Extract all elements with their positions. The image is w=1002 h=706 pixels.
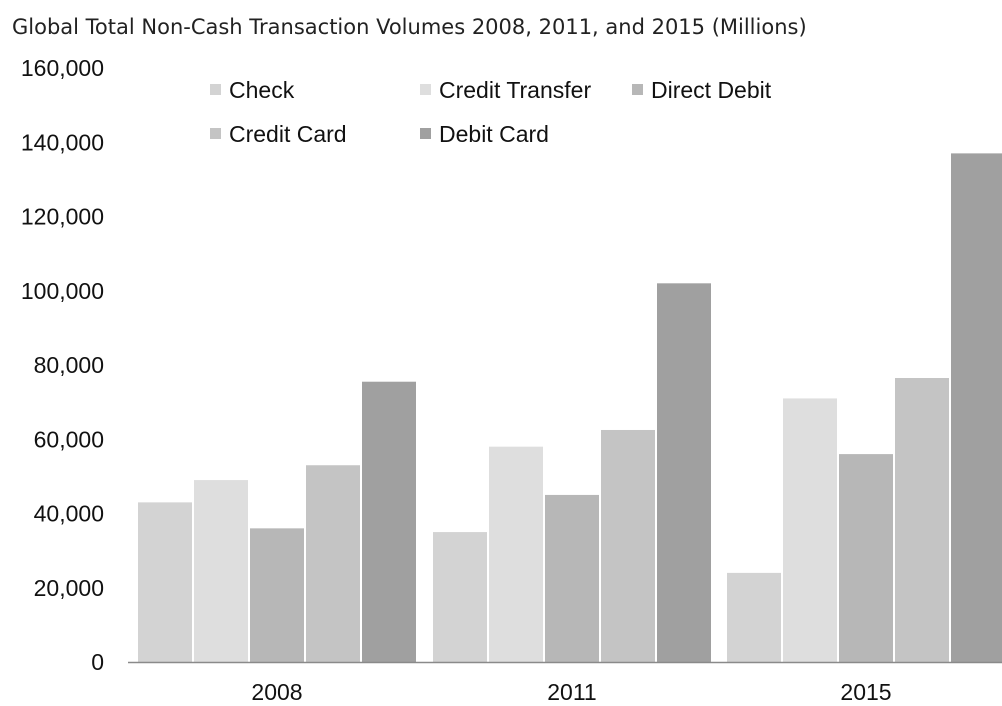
legend-item-debit-card: Debit Card bbox=[420, 121, 549, 147]
legend-item-credit-card: Credit Card bbox=[210, 121, 347, 147]
x-category-label: 2008 bbox=[251, 679, 302, 705]
legend-label: Debit Card bbox=[439, 121, 549, 147]
bar-credit-card-2008 bbox=[306, 465, 360, 662]
bar-credit-card-2011 bbox=[601, 429, 655, 662]
bar-direct-debit-2011 bbox=[545, 494, 599, 662]
legend-label: Direct Debit bbox=[651, 77, 772, 103]
y-tick-label: 140,000 bbox=[21, 129, 104, 155]
bar-debit-card-2008 bbox=[362, 381, 416, 662]
bar-credit-transfer-2011 bbox=[489, 446, 543, 662]
legend-label: Credit Transfer bbox=[439, 77, 591, 103]
x-category-label: 2011 bbox=[547, 679, 596, 705]
y-tick-label: 120,000 bbox=[21, 204, 104, 230]
chart-title: Global Total Non-Cash Transaction Volume… bbox=[12, 15, 807, 39]
legend-label: Check bbox=[229, 77, 295, 103]
bar-direct-debit-2008 bbox=[250, 528, 304, 662]
legend-item-credit-transfer: Credit Transfer bbox=[420, 77, 591, 103]
legend-swatch bbox=[420, 84, 431, 95]
y-tick-label: 80,000 bbox=[34, 352, 104, 378]
bar-check-2011 bbox=[433, 532, 487, 662]
legend-item-check: Check bbox=[210, 77, 295, 103]
bar-check-2015 bbox=[727, 572, 781, 662]
y-tick-label: 0 bbox=[91, 649, 104, 675]
y-tick-label: 160,000 bbox=[21, 55, 104, 81]
bar-debit-card-2015 bbox=[951, 153, 1002, 662]
bar-direct-debit-2015 bbox=[839, 454, 893, 662]
bars-group bbox=[138, 153, 1002, 662]
y-tick-label: 40,000 bbox=[34, 501, 104, 527]
y-axis: 0 20,000 40,000 60,000 80,000 100,000 120,000 1… bbox=[21, 55, 104, 675]
legend-swatch bbox=[210, 84, 221, 95]
x-category-label: 2015 bbox=[840, 679, 891, 705]
y-tick-label: 100,000 bbox=[21, 278, 104, 304]
bar-credit-card-2015 bbox=[895, 377, 949, 662]
bar-credit-transfer-2008 bbox=[194, 480, 248, 662]
y-tick-label: 60,000 bbox=[34, 426, 104, 452]
bar-credit-transfer-2015 bbox=[783, 398, 837, 662]
legend-item-direct-debit: Direct Debit bbox=[632, 77, 772, 103]
legend: Check Credit Transfer Direct Debit Credit C… bbox=[210, 77, 772, 147]
legend-swatch bbox=[420, 128, 431, 139]
x-axis: 2008 2011 2015 bbox=[128, 661, 1002, 705]
legend-label: Credit Card bbox=[229, 121, 347, 147]
bar-debit-card-2011 bbox=[657, 283, 711, 662]
legend-swatch bbox=[632, 84, 643, 95]
y-tick-label: 20,000 bbox=[34, 575, 104, 601]
legend-swatch bbox=[210, 128, 221, 139]
bar-check-2008 bbox=[138, 502, 192, 662]
